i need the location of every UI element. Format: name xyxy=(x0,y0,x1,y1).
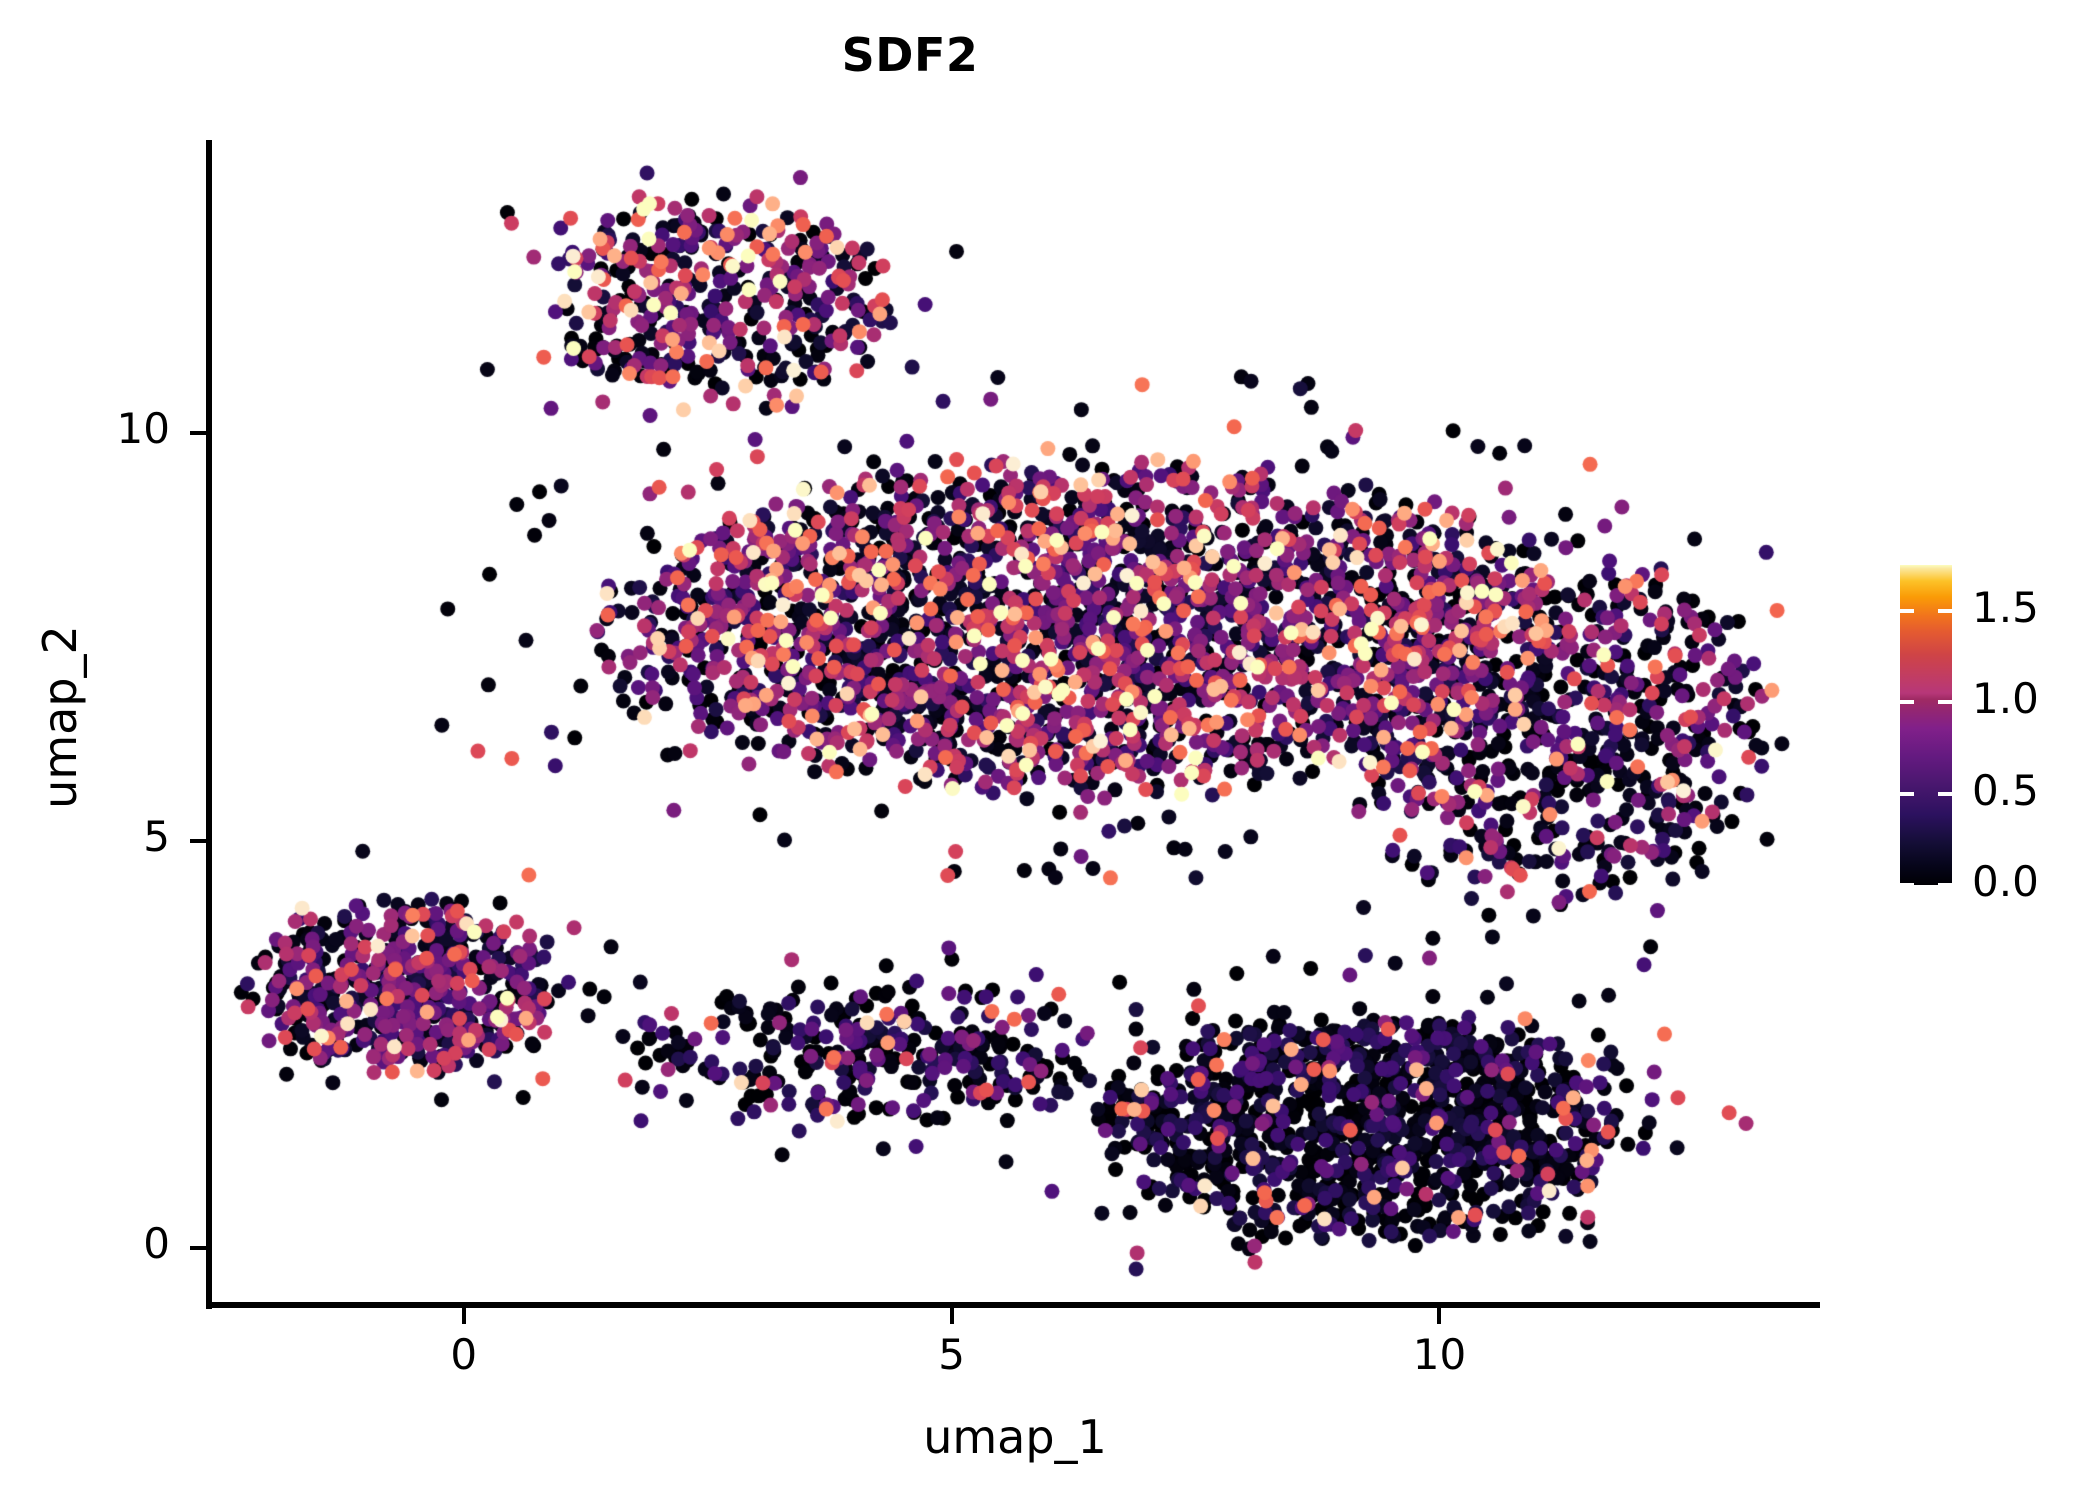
x-axis-label: umap_1 xyxy=(923,1410,1107,1464)
y-tick-mark xyxy=(190,1245,206,1250)
colorbar-gradient xyxy=(1900,565,1952,885)
y-tick-label: 0 xyxy=(143,1218,170,1268)
x-tick-label: 10 xyxy=(1412,1330,1467,1379)
y-tick-label: 10 xyxy=(116,404,170,454)
y-tick-mark xyxy=(190,431,206,436)
x-tick-mark xyxy=(1437,1308,1442,1324)
x-axis-spine xyxy=(206,1302,1820,1308)
x-tick-mark xyxy=(949,1308,954,1324)
colorbar-tick-mark xyxy=(1938,791,1952,796)
colorbar-tick-mark xyxy=(1938,700,1952,705)
colorbar-tick-label: 1.0 xyxy=(1972,674,2039,724)
colorbar-tick-mark xyxy=(1900,700,1914,705)
y-axis-spine xyxy=(206,140,212,1309)
y-tick-label: 5 xyxy=(143,811,170,861)
colorbar-tick-mark xyxy=(1938,883,1952,887)
colorbar-tick-mark xyxy=(1900,791,1914,796)
colorbar-tick-mark xyxy=(1938,608,1952,613)
x-tick-label: 5 xyxy=(938,1330,965,1379)
scatter-plot-area xyxy=(210,140,1820,1305)
colorbar-tick-label: 1.5 xyxy=(1972,582,2039,632)
colorbar-tick-mark xyxy=(1900,608,1914,613)
colorbar-tick-label: 0.5 xyxy=(1972,765,2039,815)
y-axis-label: umap_2 xyxy=(33,625,87,809)
x-tick-label: 0 xyxy=(450,1330,478,1379)
y-tick-mark xyxy=(190,838,206,843)
colorbar-tick-mark xyxy=(1900,883,1914,887)
x-tick-mark xyxy=(461,1308,466,1324)
colorbar-tick-label: 0.0 xyxy=(1972,857,2039,906)
page-title: SDF2 xyxy=(841,28,979,82)
